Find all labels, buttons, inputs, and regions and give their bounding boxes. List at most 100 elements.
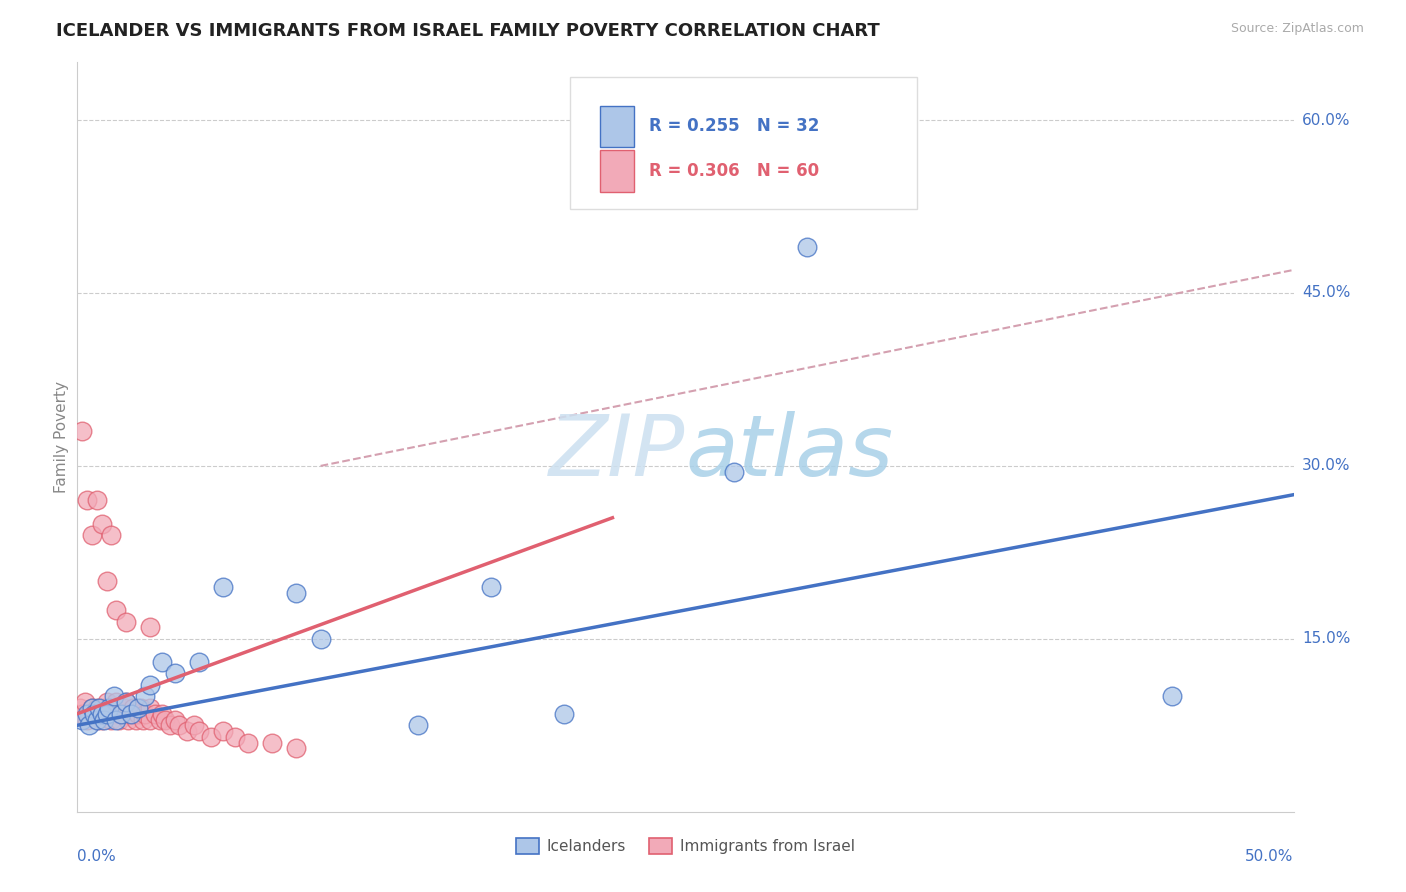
Point [70,706,93,721]
Point [723,465,745,479]
Text: atlas: atlas [686,410,893,493]
Text: 0.0%: 0.0% [77,849,117,864]
FancyBboxPatch shape [600,105,634,147]
Point [97,701,120,715]
Point [90,701,112,715]
Point [212,724,235,739]
Point [70,713,93,727]
Point [163,713,186,727]
Text: ICELANDER VS IMMIGRANTS FROM ISRAEL FAMILY POVERTY CORRELATION CHART: ICELANDER VS IMMIGRANTS FROM ISRAEL FAMI… [56,22,880,40]
Point [79,718,101,732]
Point [115,706,138,721]
Point [112,701,135,715]
Point [86,493,108,508]
Point [309,632,332,646]
Text: 15.0%: 15.0% [1302,632,1350,647]
Point [260,735,283,749]
Point [115,695,138,709]
Point [80,701,103,715]
Point [139,620,162,634]
Text: R = 0.255   N = 32: R = 0.255 N = 32 [650,117,820,135]
Point [105,713,128,727]
Point [553,706,575,721]
Point [115,615,138,629]
Point [107,713,129,727]
Point [285,585,308,599]
Point [134,690,156,704]
Point [127,701,149,715]
Text: 50.0%: 50.0% [1246,849,1294,864]
Point [103,701,125,715]
Point [152,655,174,669]
Text: 60.0%: 60.0% [1302,112,1350,128]
Point [100,713,122,727]
Point [139,713,162,727]
Point [96,706,118,721]
Point [76,706,98,721]
Point [159,718,181,732]
Point [86,701,108,715]
Point [176,724,198,739]
Point [285,741,308,756]
Point [97,706,120,721]
Point [117,713,139,727]
Point [796,240,818,254]
Point [143,706,166,721]
Point [127,706,149,721]
Point [1161,690,1184,704]
Point [93,713,115,727]
FancyBboxPatch shape [600,151,634,192]
Point [120,706,142,721]
Point [90,713,112,727]
Point [89,706,111,721]
Point [139,701,162,715]
Point [479,580,502,594]
Point [115,695,138,709]
Point [83,706,105,721]
Point [169,718,191,732]
Point [152,706,174,721]
Point [675,147,697,161]
Point [86,713,108,727]
Point [122,701,145,715]
Point [134,706,156,721]
Point [110,706,132,721]
Y-axis label: Family Poverty: Family Poverty [53,381,69,493]
Point [188,655,211,669]
Text: 30.0%: 30.0% [1302,458,1350,474]
Point [83,706,105,721]
Point [100,528,122,542]
Point [212,580,235,594]
Point [149,713,172,727]
Point [90,706,112,721]
Legend: Icelanders, Immigrants from Israel: Icelanders, Immigrants from Israel [510,832,860,860]
Point [139,678,162,692]
Point [86,713,108,727]
Text: Source: ZipAtlas.com: Source: ZipAtlas.com [1230,22,1364,36]
Point [406,718,429,732]
Point [120,706,142,721]
Point [132,713,155,727]
Point [103,690,125,704]
Point [76,493,98,508]
Point [89,701,111,715]
Point [125,713,148,727]
Point [80,528,103,542]
Point [80,701,103,715]
Point [110,706,132,721]
Point [236,735,259,749]
Point [73,695,96,709]
Point [163,666,186,681]
Point [183,718,205,732]
Point [96,574,118,589]
Point [90,516,112,531]
Point [105,695,128,709]
Point [69,701,91,715]
Point [105,603,128,617]
Text: R = 0.306   N = 60: R = 0.306 N = 60 [650,162,820,180]
Point [103,706,125,721]
Point [76,713,98,727]
Point [70,425,93,439]
Point [96,695,118,709]
Point [129,701,152,715]
